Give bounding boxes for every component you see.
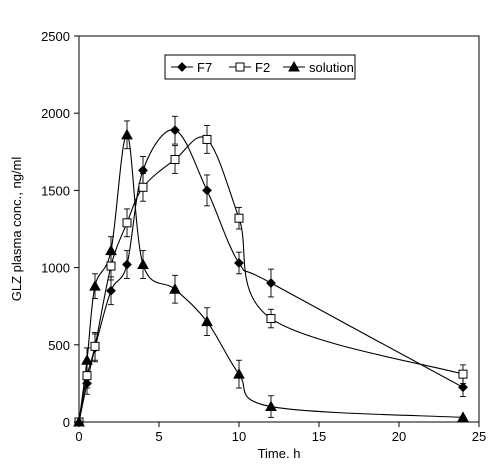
data-point-solution <box>137 258 149 270</box>
legend: F7 F2 solution <box>164 54 356 80</box>
x-tick-label: 10 <box>232 429 246 444</box>
data-point-solution <box>265 400 277 412</box>
y-tick-label: 1000 <box>41 261 70 276</box>
legend-label-solution: solution <box>309 60 354 75</box>
data-point-f7 <box>458 382 468 393</box>
data-point-f7 <box>138 165 148 176</box>
data-point-f7 <box>202 185 212 196</box>
x-tick-label: 5 <box>155 429 162 444</box>
data-point-f2 <box>234 213 244 223</box>
data-point-f7 <box>266 278 276 288</box>
data-point-f2 <box>138 182 148 192</box>
data-point-solution <box>457 411 469 422</box>
legend-box <box>164 54 356 80</box>
x-tick-label: 25 <box>472 429 486 444</box>
legend-label-f7: F7 <box>197 60 212 75</box>
y-tick-label: 2500 <box>41 29 70 44</box>
y-tick-label: 2000 <box>41 106 70 121</box>
data-point-solution <box>81 354 93 365</box>
y-tick-label: 500 <box>48 338 70 353</box>
data-point-solution <box>169 283 181 294</box>
data-point-f7 <box>106 285 116 296</box>
data-point-solution <box>105 244 117 256</box>
data-point-f7 <box>234 258 244 268</box>
data-point-f2 <box>202 134 212 144</box>
data-point-f2 <box>122 218 132 228</box>
tick-labels: 0 5 10 15 20 25 0 500 1000 1500 2000 2500 <box>41 29 486 444</box>
data-point-f2 <box>170 155 180 165</box>
plot-frame <box>78 35 480 423</box>
data-point-f2 <box>266 314 276 324</box>
data-markers <box>73 125 469 427</box>
data-point-solution <box>121 128 133 140</box>
data-point-f2 <box>106 261 116 271</box>
data-point-f7 <box>82 378 92 389</box>
data-point-solution <box>89 280 101 291</box>
data-point-f2 <box>458 369 468 379</box>
legend-marker-f2 <box>235 62 245 72</box>
data-point-solution <box>233 368 245 379</box>
data-point-f7 <box>122 259 132 270</box>
x-tick-label: 0 <box>75 429 82 444</box>
data-point-solution <box>201 315 213 327</box>
legend-marker-f7 <box>177 62 187 72</box>
legend-marker-solution <box>288 60 300 72</box>
data-point-f2 <box>82 371 92 381</box>
x-axis-title: Time. h <box>258 446 301 461</box>
legend-label-f2: F2 <box>255 60 270 75</box>
data-point-f7 <box>170 125 180 136</box>
data-point-f2 <box>90 341 100 351</box>
y-axis-title: GLZ plasma conc., ng/ml <box>9 157 24 302</box>
x-tick-label: 15 <box>312 429 326 444</box>
y-tick-label: 0 <box>63 415 70 430</box>
y-tick-label: 1500 <box>41 183 70 198</box>
x-tick-label: 20 <box>392 429 406 444</box>
axis-ticks <box>74 35 480 427</box>
